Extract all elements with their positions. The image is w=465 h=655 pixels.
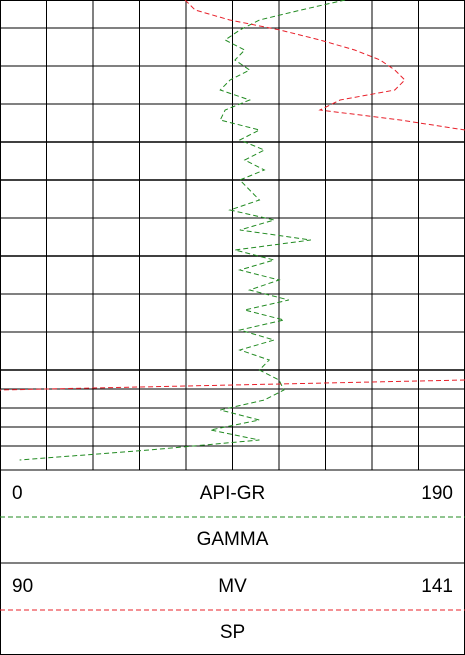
unit: MV [218,576,247,597]
scale-max: 141 [421,576,453,597]
scale-min: 0 [12,483,23,504]
curve-name: GAMMA [197,529,269,550]
scale-max: 190 [421,483,453,504]
header: 0 API-GR 190 GAMMA 90 MV 141 SP [0,469,465,643]
curve [0,379,465,391]
curve-name: SP [220,622,245,643]
curve [19,0,346,461]
unit: API-GR [200,483,265,504]
curve [184,0,465,131]
curves [0,0,465,461]
scale-min: 90 [12,576,33,597]
